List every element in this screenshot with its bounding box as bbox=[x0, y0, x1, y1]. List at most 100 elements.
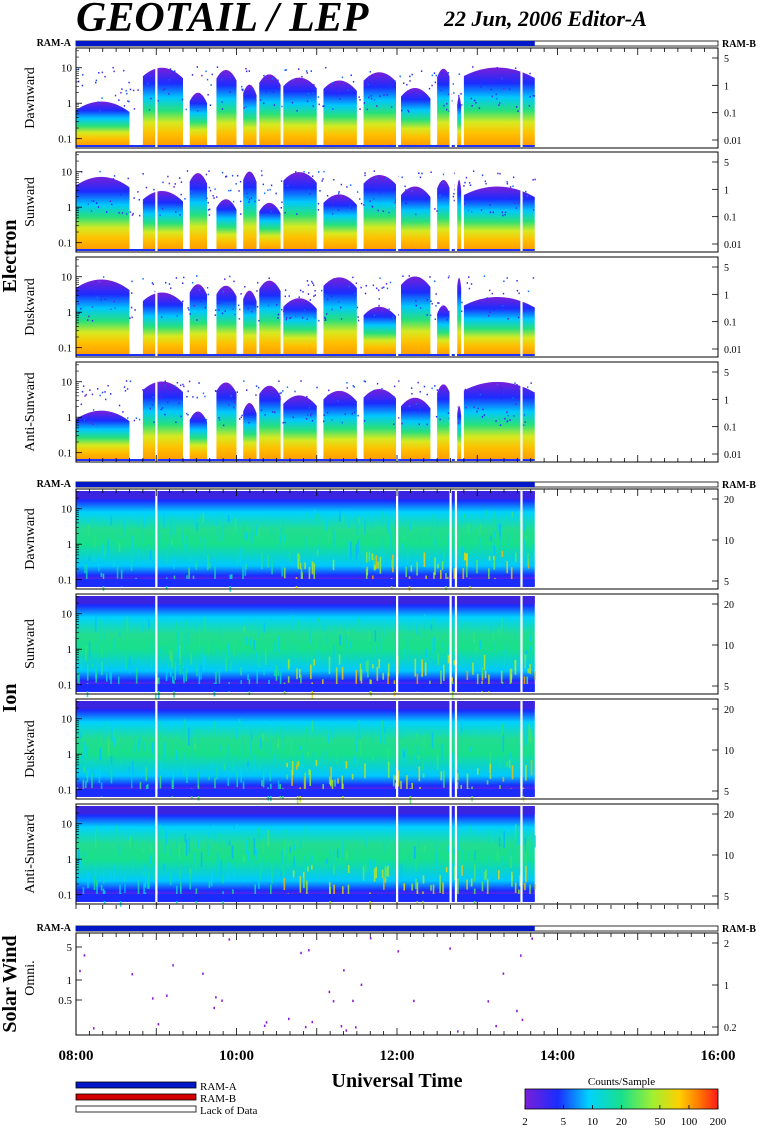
electron-noise-pixel bbox=[179, 214, 181, 216]
ion-streak bbox=[381, 547, 384, 558]
ion-streak bbox=[229, 840, 231, 846]
ion-streak bbox=[150, 635, 152, 650]
electron-noise-pixel bbox=[198, 184, 200, 186]
electron-noise-pixel bbox=[164, 88, 166, 90]
electron-noise-pixel bbox=[106, 211, 108, 213]
ion-streak bbox=[364, 863, 367, 873]
electron-noise-pixel bbox=[480, 85, 482, 88]
ion-streak bbox=[448, 533, 450, 552]
electron-noise-pixel bbox=[437, 302, 439, 304]
ion-streak bbox=[175, 855, 178, 861]
ion-streak bbox=[274, 670, 276, 677]
electron-noise-pixel bbox=[442, 173, 445, 176]
ion-streak bbox=[357, 539, 360, 555]
electron-noise-pixel bbox=[88, 315, 90, 318]
data-gap bbox=[449, 257, 452, 357]
ion-streak bbox=[84, 565, 86, 574]
electron-noise-pixel bbox=[206, 78, 209, 81]
electron-noise-pixel bbox=[434, 81, 437, 84]
ion-streak bbox=[365, 661, 368, 672]
ion-streak bbox=[83, 741, 86, 754]
solar-wind-pixel bbox=[516, 1009, 518, 1013]
ion-streak bbox=[160, 762, 162, 771]
ion-streak bbox=[283, 877, 286, 891]
ion-streak bbox=[430, 530, 433, 537]
electron-noise-pixel bbox=[274, 411, 276, 414]
ion-streak bbox=[355, 670, 358, 684]
ion-streak bbox=[493, 545, 496, 556]
ion-streak bbox=[222, 874, 224, 884]
ion-streak bbox=[279, 671, 282, 689]
electron-noise-pixel bbox=[517, 316, 520, 319]
electron-noise-pixel bbox=[81, 84, 84, 87]
ion-streak bbox=[323, 538, 325, 545]
electron-noise-pixel bbox=[356, 306, 359, 309]
electron-noise-pixel bbox=[431, 387, 433, 390]
ion-streak bbox=[382, 537, 385, 548]
ion-streak bbox=[233, 824, 236, 830]
ion-streak bbox=[489, 751, 492, 768]
electron-noise-pixel bbox=[308, 190, 310, 192]
electron-noise-pixel bbox=[447, 93, 450, 96]
electron-noise-pixel bbox=[319, 190, 321, 192]
electron-noise-pixel bbox=[224, 278, 226, 281]
ion-streak bbox=[289, 724, 292, 730]
ion-streak bbox=[394, 775, 397, 780]
ion-streak bbox=[165, 644, 167, 653]
electron-noise-pixel bbox=[469, 184, 472, 186]
electron-noise-pixel bbox=[80, 307, 82, 310]
data-gap bbox=[449, 152, 452, 252]
ion-streak bbox=[300, 674, 302, 684]
electron-noise-pixel bbox=[352, 80, 355, 83]
electron-noise-pixel bbox=[379, 398, 382, 400]
ion-streak bbox=[125, 653, 127, 670]
electron-noise-pixel bbox=[495, 420, 497, 422]
electron-noise-pixel bbox=[164, 413, 166, 416]
ion-streak bbox=[477, 838, 480, 844]
electron-noise-pixel bbox=[431, 302, 433, 305]
ion-streak bbox=[117, 842, 119, 854]
ion-streak bbox=[304, 826, 307, 843]
ion-streak bbox=[488, 568, 490, 580]
ion-streak bbox=[327, 733, 330, 744]
electron-noise-pixel bbox=[248, 198, 251, 201]
electron-noise-pixel bbox=[306, 280, 309, 282]
ion-streak bbox=[415, 856, 417, 872]
ion-streak bbox=[281, 849, 283, 866]
electron-noise-pixel bbox=[238, 418, 241, 420]
electron-noise-pixel bbox=[465, 406, 467, 409]
ion-streak bbox=[328, 656, 331, 674]
electron-noise-pixel bbox=[413, 92, 415, 94]
electron-noise-pixel bbox=[175, 211, 177, 213]
electron-noise-pixel bbox=[499, 424, 502, 427]
electron-noise-pixel bbox=[82, 385, 85, 388]
ion-streak bbox=[358, 729, 361, 740]
solar-wind-pixel bbox=[354, 1026, 357, 1029]
ion-streak bbox=[481, 513, 484, 521]
ion-streak bbox=[439, 875, 441, 893]
ion-streak bbox=[511, 874, 513, 887]
electron-noise-pixel bbox=[353, 411, 356, 414]
electron-flux-block bbox=[323, 80, 357, 146]
electron-noise-pixel bbox=[92, 200, 95, 203]
electron-noise-pixel bbox=[401, 176, 403, 179]
ion-streak bbox=[368, 551, 371, 562]
ion-streak bbox=[332, 559, 335, 571]
electron-noise-pixel bbox=[272, 91, 275, 93]
electron-noise-pixel bbox=[470, 97, 473, 100]
electron-noise-pixel bbox=[249, 90, 251, 92]
electron-noise-pixel bbox=[306, 72, 308, 74]
solar-wind-panel-omni-ytick: 0.5 bbox=[58, 995, 72, 1007]
electron-noise-pixel bbox=[311, 175, 314, 178]
ion-streak bbox=[447, 845, 450, 853]
ion-streak bbox=[365, 836, 367, 847]
electron-noise-pixel bbox=[448, 417, 450, 420]
ion-streak bbox=[77, 849, 80, 864]
ion-streak bbox=[443, 770, 445, 788]
ion-streak bbox=[231, 845, 234, 859]
electron-noise-pixel bbox=[112, 178, 115, 180]
ion-streak bbox=[525, 851, 527, 865]
ion-streak bbox=[106, 752, 109, 760]
electron-noise-pixel bbox=[415, 213, 417, 216]
ion-streak bbox=[153, 523, 156, 531]
